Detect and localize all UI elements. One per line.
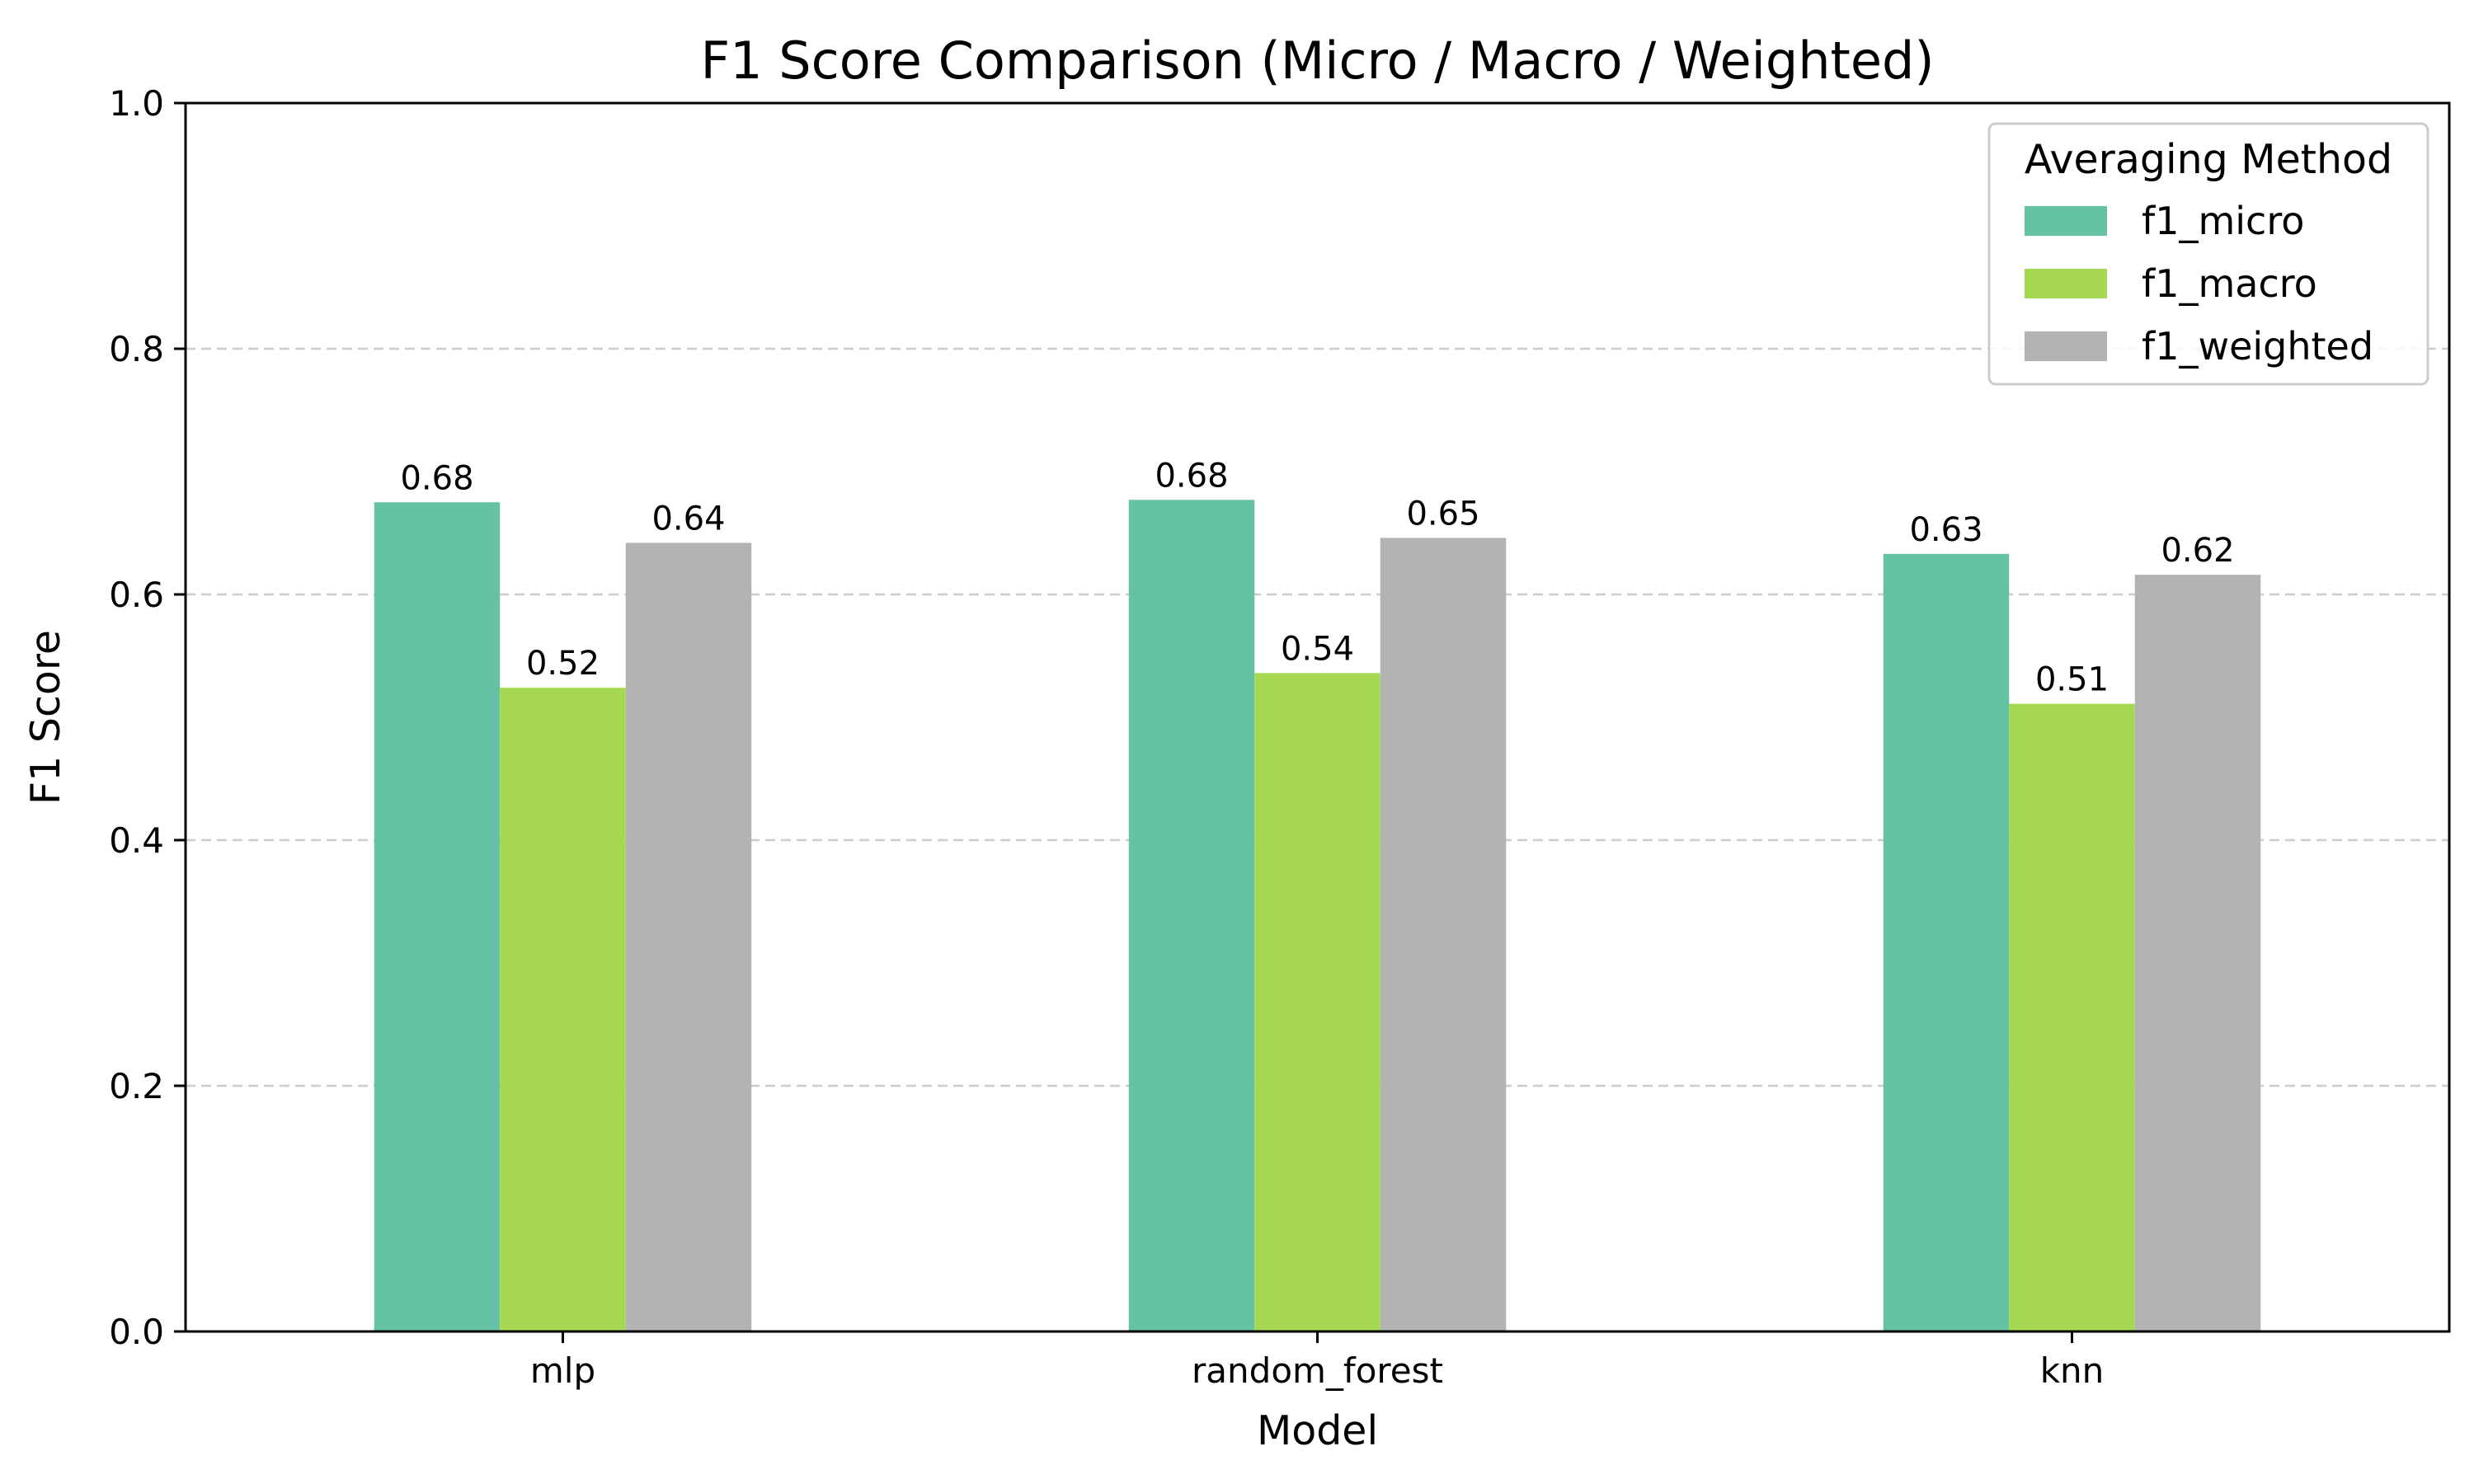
bar-f1_weighted bbox=[2134, 575, 2261, 1331]
legend-label: f1_weighted bbox=[2142, 324, 2373, 369]
data-label: 0.62 bbox=[2161, 532, 2234, 570]
legend-label: f1_macro bbox=[2142, 261, 2317, 306]
bar-f1_micro bbox=[374, 502, 501, 1331]
data-label: 0.52 bbox=[526, 645, 600, 683]
bar-f1_macro bbox=[2009, 703, 2135, 1331]
bar-f1_weighted bbox=[625, 542, 752, 1331]
legend-title: Averaging Method bbox=[2025, 136, 2392, 183]
y-axis: 0.0 0.2 0.4 0.6 0.8 1.0 bbox=[109, 83, 186, 1352]
legend: Averaging Method f1_micro f1_macro f1_weig… bbox=[1987, 122, 2429, 386]
bar-f1_micro bbox=[1128, 500, 1255, 1331]
y-tick-label: 0.8 bbox=[109, 329, 164, 369]
y-tick-label: 0.6 bbox=[109, 575, 164, 615]
data-label: 0.63 bbox=[1909, 511, 1982, 549]
data-label: 0.68 bbox=[1155, 457, 1228, 495]
x-tick-label: random_forest bbox=[1192, 1350, 1443, 1391]
chart-title: F1 Score Comparison (Micro / Macro / Wei… bbox=[700, 31, 1934, 91]
legend-swatch-f1_weighted bbox=[2025, 331, 2107, 361]
legend-box bbox=[1987, 122, 2429, 386]
y-tick-label: 1.0 bbox=[109, 83, 164, 124]
x-axis-title: Model bbox=[1257, 1407, 1378, 1454]
bars bbox=[374, 500, 2261, 1331]
x-tick-label: knn bbox=[2040, 1350, 2105, 1391]
y-tick-label: 0.4 bbox=[109, 820, 164, 861]
data-label: 0.51 bbox=[2035, 661, 2109, 699]
bar-f1_macro bbox=[1254, 673, 1380, 1331]
data-label: 0.64 bbox=[651, 500, 725, 538]
legend-items: f1_micro f1_macro f1_weighted bbox=[2025, 199, 2373, 369]
data-labels: 0.68 0.52 0.64 0.68 0.54 0.65 0.63 0.51 0.62 bbox=[400, 457, 2234, 698]
bar-f1_macro bbox=[500, 688, 626, 1331]
y-tick-label: 0.2 bbox=[109, 1066, 164, 1106]
y-axis-title: F1 Score bbox=[22, 630, 69, 805]
bar-f1_micro bbox=[1883, 553, 2010, 1331]
data-label: 0.65 bbox=[1406, 495, 1479, 533]
y-tick-label: 0.0 bbox=[109, 1312, 164, 1352]
legend-swatch-f1_macro bbox=[2025, 269, 2107, 298]
data-label: 0.54 bbox=[1281, 630, 1354, 668]
data-label: 0.68 bbox=[400, 459, 473, 497]
bar-f1_weighted bbox=[1380, 538, 1507, 1331]
legend-label: f1_micro bbox=[2142, 199, 2304, 243]
x-tick-label: mlp bbox=[530, 1350, 595, 1391]
x-axis: mlp random_forest knn bbox=[530, 1331, 2104, 1391]
legend-swatch-f1_micro bbox=[2025, 206, 2107, 236]
